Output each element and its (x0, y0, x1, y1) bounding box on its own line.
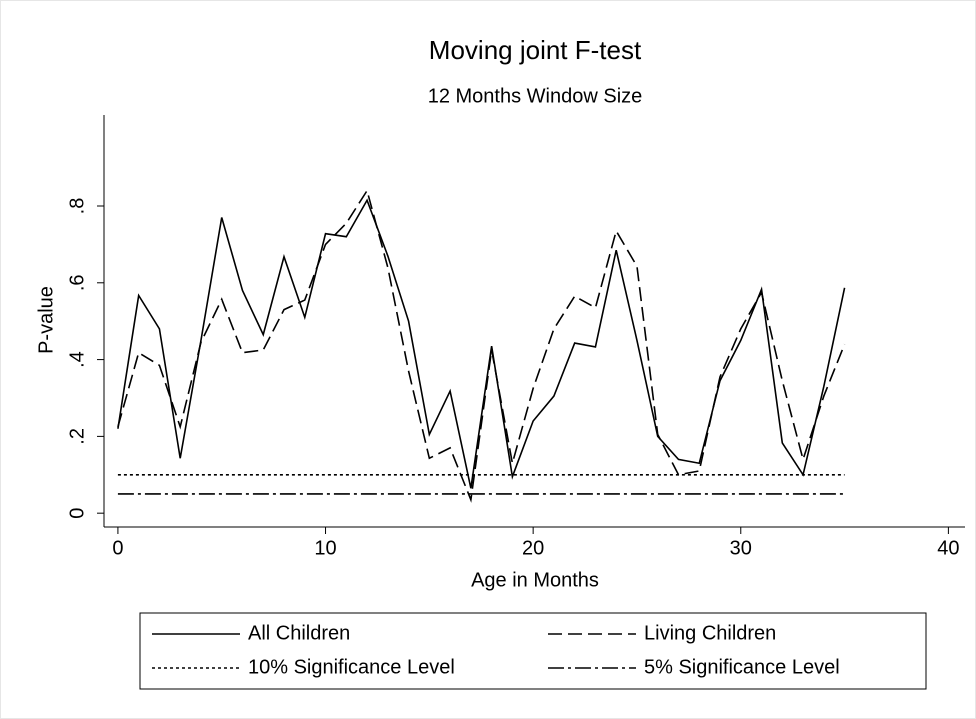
chart-subtitle: 12 Months Window Size (428, 85, 643, 107)
x-tick-label: 30 (730, 537, 752, 559)
y-tick-label: .4 (66, 351, 88, 368)
x-axis-label: Age in Months (471, 569, 599, 591)
y-tick-label: .2 (66, 428, 88, 445)
y-tick-label: 0 (66, 508, 88, 519)
series-line (117, 188, 846, 503)
y-tick-label: .6 (66, 274, 88, 291)
y-axis-label: P-value (35, 286, 57, 354)
series-line (117, 198, 846, 489)
x-tick-label: 40 (937, 537, 959, 559)
x-tick-label: 20 (522, 537, 544, 559)
chart-title: Moving joint F-test (429, 35, 642, 65)
x-tick-label: 0 (112, 537, 123, 559)
legend-label: 5% Significance Level (644, 656, 840, 678)
legend-label: 10% Significance Level (248, 656, 455, 678)
legend-label: Living Children (644, 622, 776, 644)
legend-box (139, 612, 927, 690)
y-tick-label: .8 (66, 198, 88, 215)
x-tick-label: 10 (314, 537, 336, 559)
legend-label: All Children (248, 622, 350, 644)
